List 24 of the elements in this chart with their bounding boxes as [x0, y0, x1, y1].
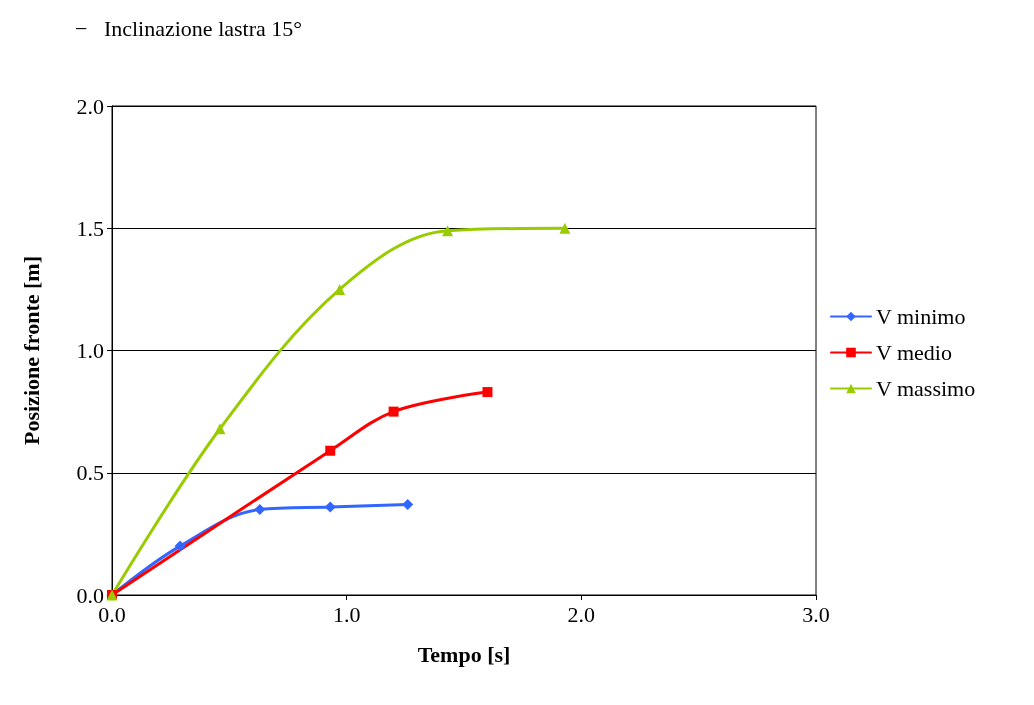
point: [214, 423, 226, 435]
x-tick-label: 1.0: [332, 601, 361, 627]
point: [402, 499, 414, 511]
point: [254, 503, 266, 515]
legend-label: V massimo: [876, 376, 976, 401]
y-tick-label: 1.5: [76, 215, 104, 241]
chart-title: − Inclinazione lastra 15°: [75, 15, 303, 41]
point: [559, 222, 571, 234]
x-tick-label: 2.0: [567, 601, 596, 627]
x-tick-label: 3.0: [802, 601, 830, 627]
point: [325, 445, 336, 456]
point: [174, 540, 186, 552]
legend-label: V minimo: [876, 304, 966, 329]
legend-label: V medio: [876, 340, 952, 365]
point: [334, 283, 346, 295]
point: [388, 406, 399, 417]
point: [442, 225, 454, 237]
point: [482, 387, 493, 398]
y-tick-label: 1.0: [76, 338, 104, 363]
y-tick-label: 0.0: [76, 582, 104, 608]
x-axis-title: Tempo [s]: [417, 641, 511, 667]
y-axis-title: Posizione fronte [m]: [18, 256, 44, 445]
y-tick-label: 2.0: [76, 93, 104, 119]
y-tick-label: 0.5: [76, 460, 104, 486]
